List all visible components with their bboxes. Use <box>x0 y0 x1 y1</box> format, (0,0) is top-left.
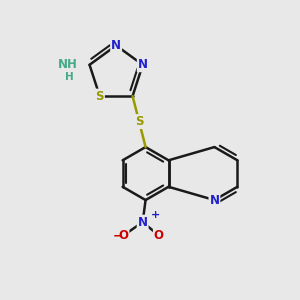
Text: N: N <box>111 39 121 52</box>
Text: S: S <box>135 115 143 128</box>
Text: +: + <box>151 210 160 220</box>
Text: N: N <box>138 58 148 71</box>
Text: H: H <box>64 72 73 82</box>
Text: O: O <box>118 229 128 242</box>
Text: N: N <box>138 216 148 229</box>
Text: O: O <box>154 229 164 242</box>
Text: N: N <box>209 194 219 207</box>
Text: NH: NH <box>58 58 77 71</box>
Text: −: − <box>113 230 124 243</box>
Text: S: S <box>95 90 104 103</box>
